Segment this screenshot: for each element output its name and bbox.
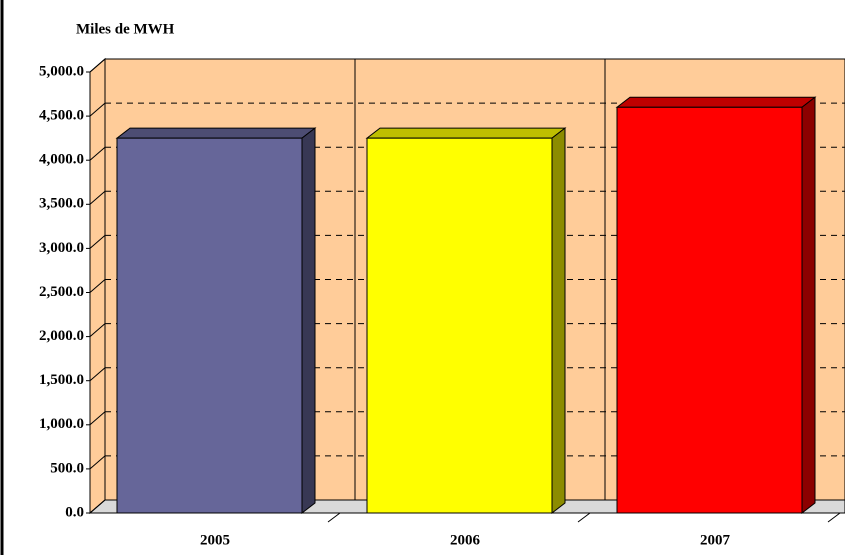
bar-top [615,96,817,108]
x-tick-label: 2006 [450,532,481,548]
y-tick-label: 4,500.0 [39,108,84,124]
bar [366,137,553,514]
bar [616,106,803,514]
y-tick-label: 1,500.0 [39,372,84,388]
bar-side [551,127,566,515]
y-tick-label: 1,000.0 [39,416,84,432]
y-tick-label: 4,000.0 [39,152,84,168]
side-grid-line [89,58,106,73]
bar-side [801,96,816,515]
side-grid-line [89,235,106,249]
side-grid-line [89,411,106,426]
x-tick-mark [327,512,341,523]
side-grid-line [89,190,106,205]
side-grid-line [89,455,106,470]
x-tick-label: 2007 [700,532,731,548]
side-grid-line [89,323,106,337]
x-tick-label: 2005 [200,532,230,548]
y-tick-label: 3,000.0 [39,240,84,256]
y-tick-label: 2,000.0 [39,328,84,344]
side-grid-line [89,367,106,382]
y-tick-label: 0.0 [65,504,84,520]
x-tick-mark [827,512,841,523]
y-tick-label: 5,000.0 [39,63,84,79]
side-grid-line [89,146,106,161]
side-grid-line [89,102,106,117]
chart-title: Miles de MWH [76,21,175,37]
x-tick-mark [577,512,591,523]
bar-top [365,127,567,139]
bar-top [115,127,317,139]
side-grid-line [89,499,106,514]
y-tick-label: 2,500.0 [39,284,84,300]
bar [116,137,303,514]
side-grid-line [89,279,106,293]
y-tick-label: 3,500.0 [39,196,84,212]
bar-side [301,127,316,515]
y-tick-label: 500.0 [50,460,84,476]
